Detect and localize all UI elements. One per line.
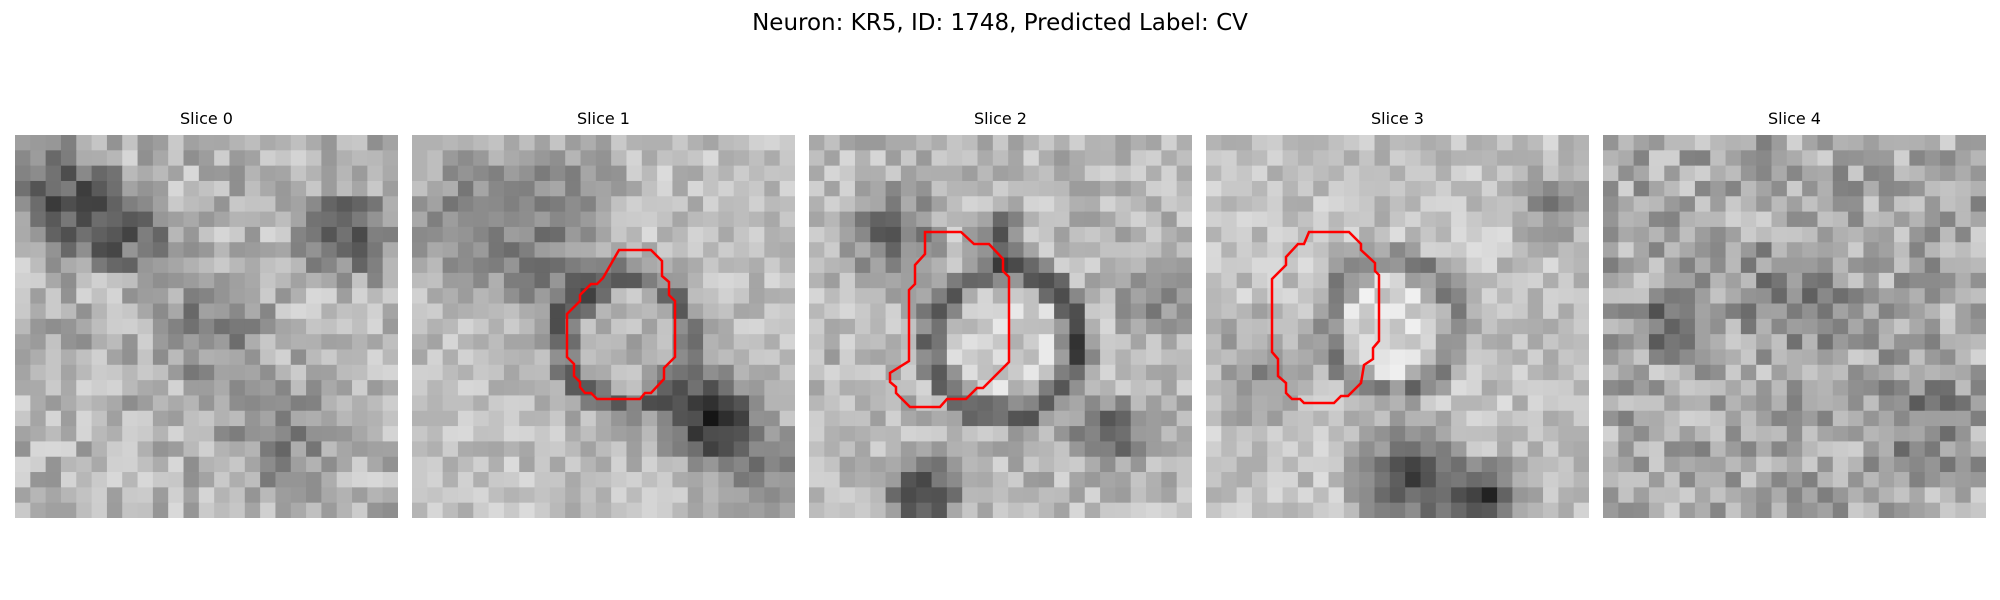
slice-panel-1: Slice 1 [412,108,795,518]
slice-image-svg-3 [1206,135,1589,518]
slice-image-svg-2 [809,135,1192,518]
slice-image-0 [15,135,398,518]
slice-image-2 [809,135,1192,518]
slice-title-2: Slice 2 [974,109,1027,128]
slice-image-4 [1603,135,1986,518]
slice-image-3 [1206,135,1589,518]
slice-title-0: Slice 0 [180,109,233,128]
slice-image-svg-4 [1603,135,1986,518]
slice-image-1 [412,135,795,518]
slice-image-svg-1 [412,135,795,518]
roi-contour-3 [1270,230,1381,405]
slice-title-3: Slice 3 [1371,109,1424,128]
figure-title: Neuron: KR5, ID: 1748, Predicted Label: … [752,10,1248,36]
slice-title-4: Slice 4 [1768,109,1821,128]
slice-panel-3: Slice 3 [1206,108,1589,518]
slice-title-1: Slice 1 [577,109,630,128]
slice-panel-0: Slice 0 [15,108,398,518]
roi-contour-1 [565,248,677,401]
roi-contour-2 [888,230,1011,409]
slice-panel-4: Slice 4 [1603,108,1986,518]
slice-image-svg-0 [15,135,398,518]
slice-panel-2: Slice 2 [809,108,1192,518]
